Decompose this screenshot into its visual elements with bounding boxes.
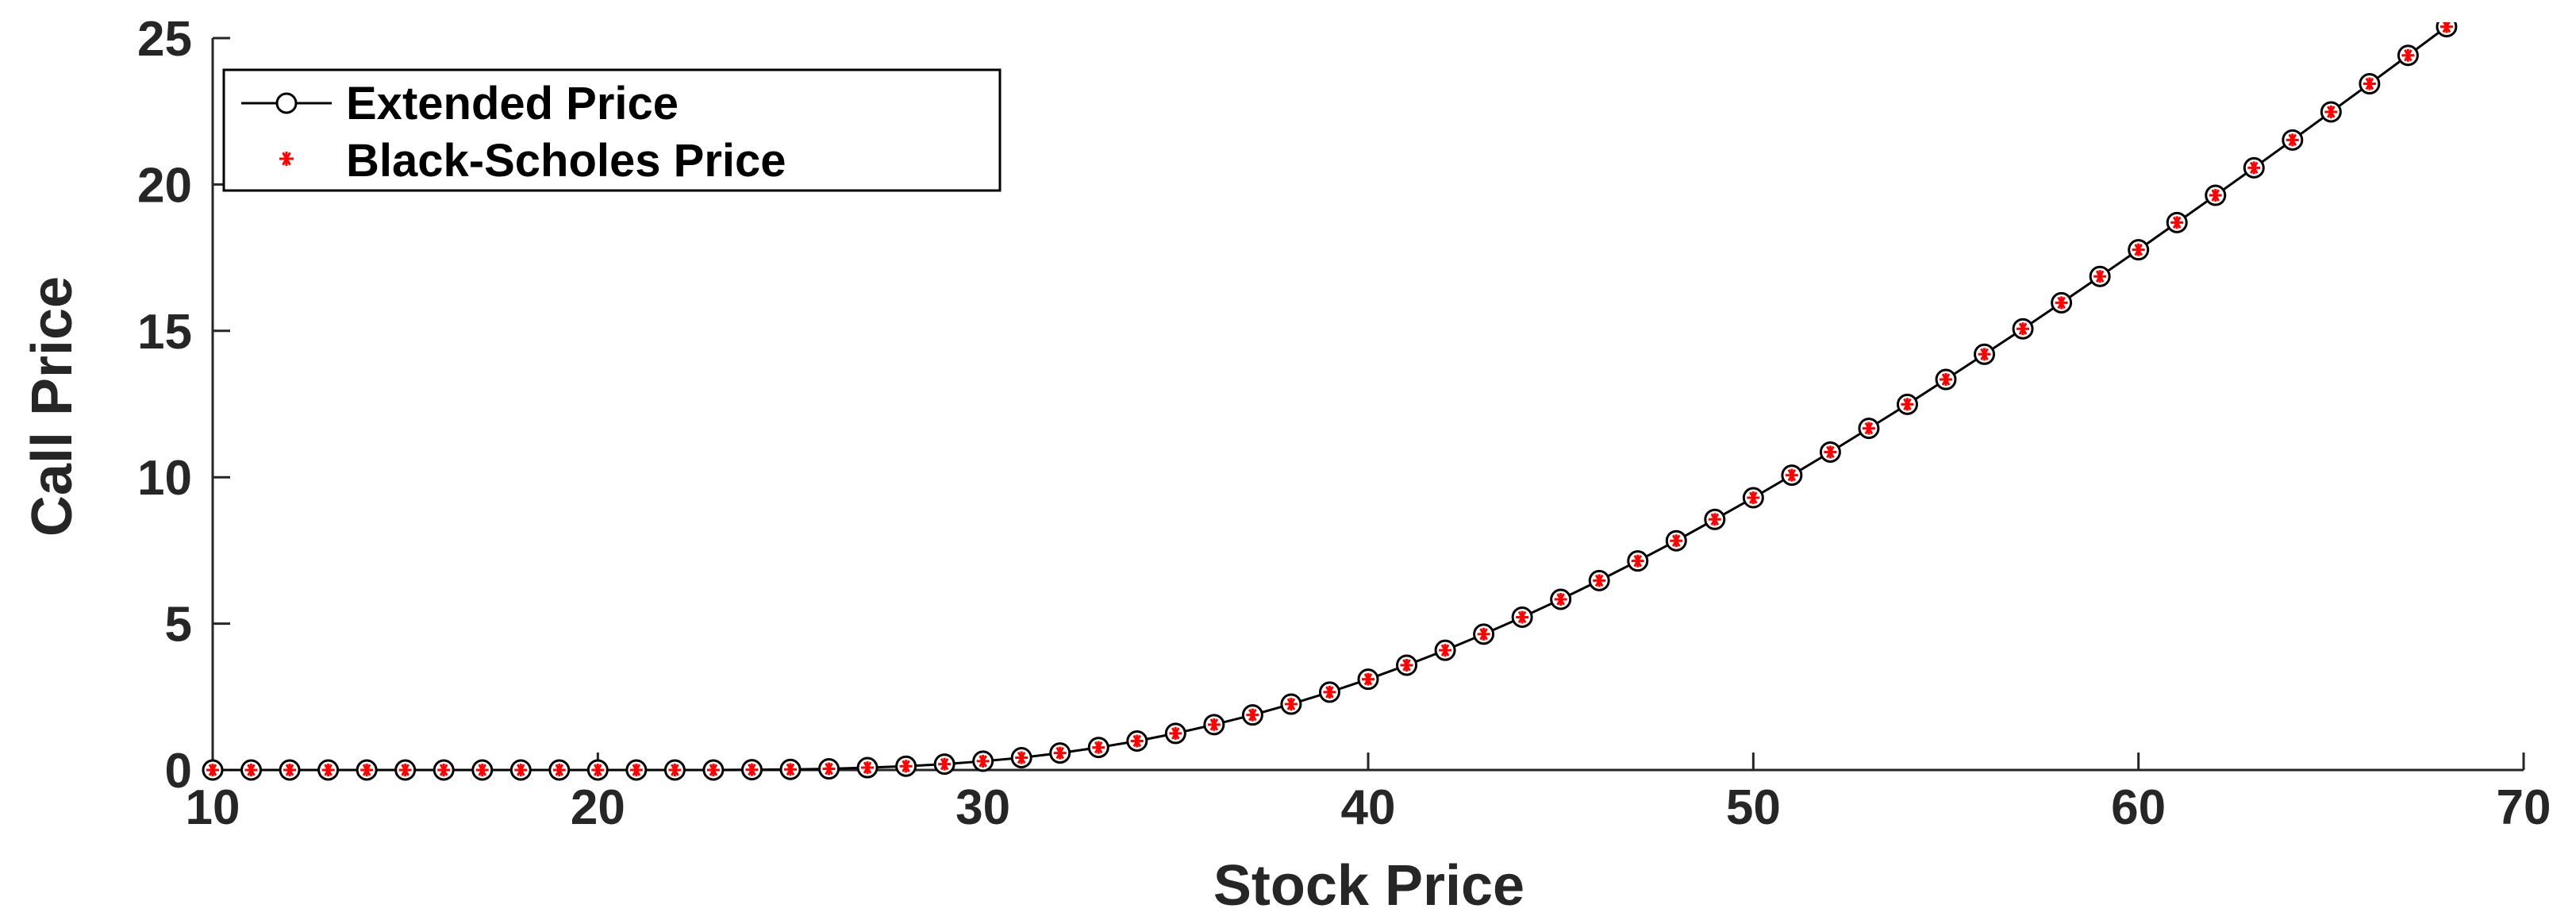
- black-scholes-point: [1670, 534, 1683, 548]
- black-scholes-point: [1207, 718, 1221, 731]
- black-scholes-point: [1362, 672, 1375, 686]
- black-scholes-point: [976, 754, 990, 768]
- legend: Extended Price Black-Scholes Price: [222, 68, 1002, 192]
- black-scholes-point: [1554, 592, 1567, 606]
- legend-marker-extended: [275, 92, 298, 114]
- black-scholes-point: [1246, 708, 1259, 722]
- black-scholes-point: [360, 764, 374, 776]
- black-scholes-point: [1593, 574, 1606, 587]
- x-tick-label: 60: [2111, 780, 2166, 835]
- black-scholes-point: [861, 761, 875, 775]
- black-scholes-point: [1400, 658, 1413, 672]
- black-scholes-point: [2478, 0, 2491, 4]
- black-scholes-point: [398, 764, 412, 776]
- black-scholes-point: [1978, 348, 1991, 361]
- black-scholes-point: [2440, 22, 2453, 33]
- black-scholes-point: [437, 764, 451, 776]
- x-tick-label: 70: [2497, 780, 2551, 835]
- x-tick-label: 20: [571, 780, 625, 835]
- legend-asterisk-glyph: [279, 152, 294, 166]
- black-scholes-point: [1169, 726, 1182, 740]
- black-scholes-point: [2247, 161, 2261, 175]
- y-tick-labels: 0 5 10 15 20 25: [137, 12, 192, 799]
- black-scholes-point: [591, 764, 605, 776]
- black-scholes-point: [1477, 627, 1490, 641]
- black-scholes-point: [1708, 513, 1721, 526]
- black-scholes-point: [2132, 243, 2145, 256]
- x-tick-labels: 10 20 30 40 50 60 70: [186, 780, 2551, 835]
- black-scholes-point: [2401, 48, 2415, 62]
- black-scholes-point: [1015, 751, 1028, 764]
- y-axis-label: Call Price: [21, 276, 84, 537]
- black-scholes-point: [475, 764, 489, 776]
- black-scholes-point: [1901, 398, 1914, 411]
- black-scholes-point: [706, 764, 720, 776]
- black-scholes-point: [2055, 296, 2068, 310]
- x-tick-label: 50: [1726, 780, 1781, 835]
- black-scholes-point: [2286, 133, 2299, 147]
- legend-label-black-scholes: Black-Scholes Price: [346, 135, 786, 187]
- black-scholes-point: [283, 764, 297, 776]
- black-scholes-point: [1053, 746, 1067, 760]
- y-tick-label: 20: [137, 158, 192, 213]
- black-scholes-point: [629, 764, 643, 776]
- x-tick-label: 30: [955, 780, 1010, 835]
- legend-label-extended: Extended Price: [346, 78, 679, 129]
- black-scholes-point: [1940, 373, 1952, 387]
- y-tick-label: 10: [137, 451, 192, 506]
- black-scholes-point: [1323, 685, 1336, 699]
- plot-area: [202, 0, 2494, 781]
- black-scholes-point: [206, 764, 219, 776]
- y-tick-label: 25: [137, 12, 192, 67]
- y-tick-label: 15: [137, 305, 192, 360]
- black-scholes-point: [1516, 610, 1529, 624]
- black-scholes-point: [938, 757, 952, 771]
- black-scholes-point: [514, 764, 528, 776]
- black-scholes-point: [2363, 77, 2376, 90]
- x-axis-label: Stock Price: [1213, 854, 1524, 918]
- y-tick-label: 0: [165, 744, 192, 799]
- black-scholes-point: [1631, 554, 1644, 568]
- black-scholes-point: [2209, 189, 2222, 202]
- black-scholes-point: [668, 764, 682, 776]
- black-scholes-point: [899, 760, 913, 773]
- black-scholes-point: [244, 764, 258, 776]
- black-scholes-point: [2170, 216, 2184, 229]
- black-scholes-point: [2324, 105, 2338, 118]
- black-scholes-point: [552, 764, 566, 776]
- black-scholes-point: [1284, 698, 1298, 711]
- legend-marker-black-scholes: [279, 152, 294, 166]
- y-tick-label: 5: [165, 598, 192, 653]
- black-scholes-point: [784, 763, 797, 776]
- black-scholes-point: [822, 762, 836, 776]
- black-scholes-point: [1785, 468, 1798, 482]
- x-tick-label: 10: [186, 780, 240, 835]
- black-scholes-point: [1862, 422, 1875, 435]
- black-scholes-point: [2017, 322, 2030, 336]
- x-tick-label: 40: [1341, 780, 1396, 835]
- black-scholes-point: [1092, 741, 1105, 754]
- legend-box: [222, 68, 1002, 192]
- black-scholes-point: [1439, 644, 1452, 657]
- black-scholes-point: [1130, 734, 1144, 748]
- black-scholes-point: [321, 764, 335, 776]
- extended-price-point: [2475, 0, 2494, 7]
- black-scholes-point: [2093, 270, 2107, 283]
- black-scholes-point: [1747, 491, 1760, 505]
- black-scholes-point: [745, 763, 759, 776]
- black-scholes-point: [1824, 445, 1837, 459]
